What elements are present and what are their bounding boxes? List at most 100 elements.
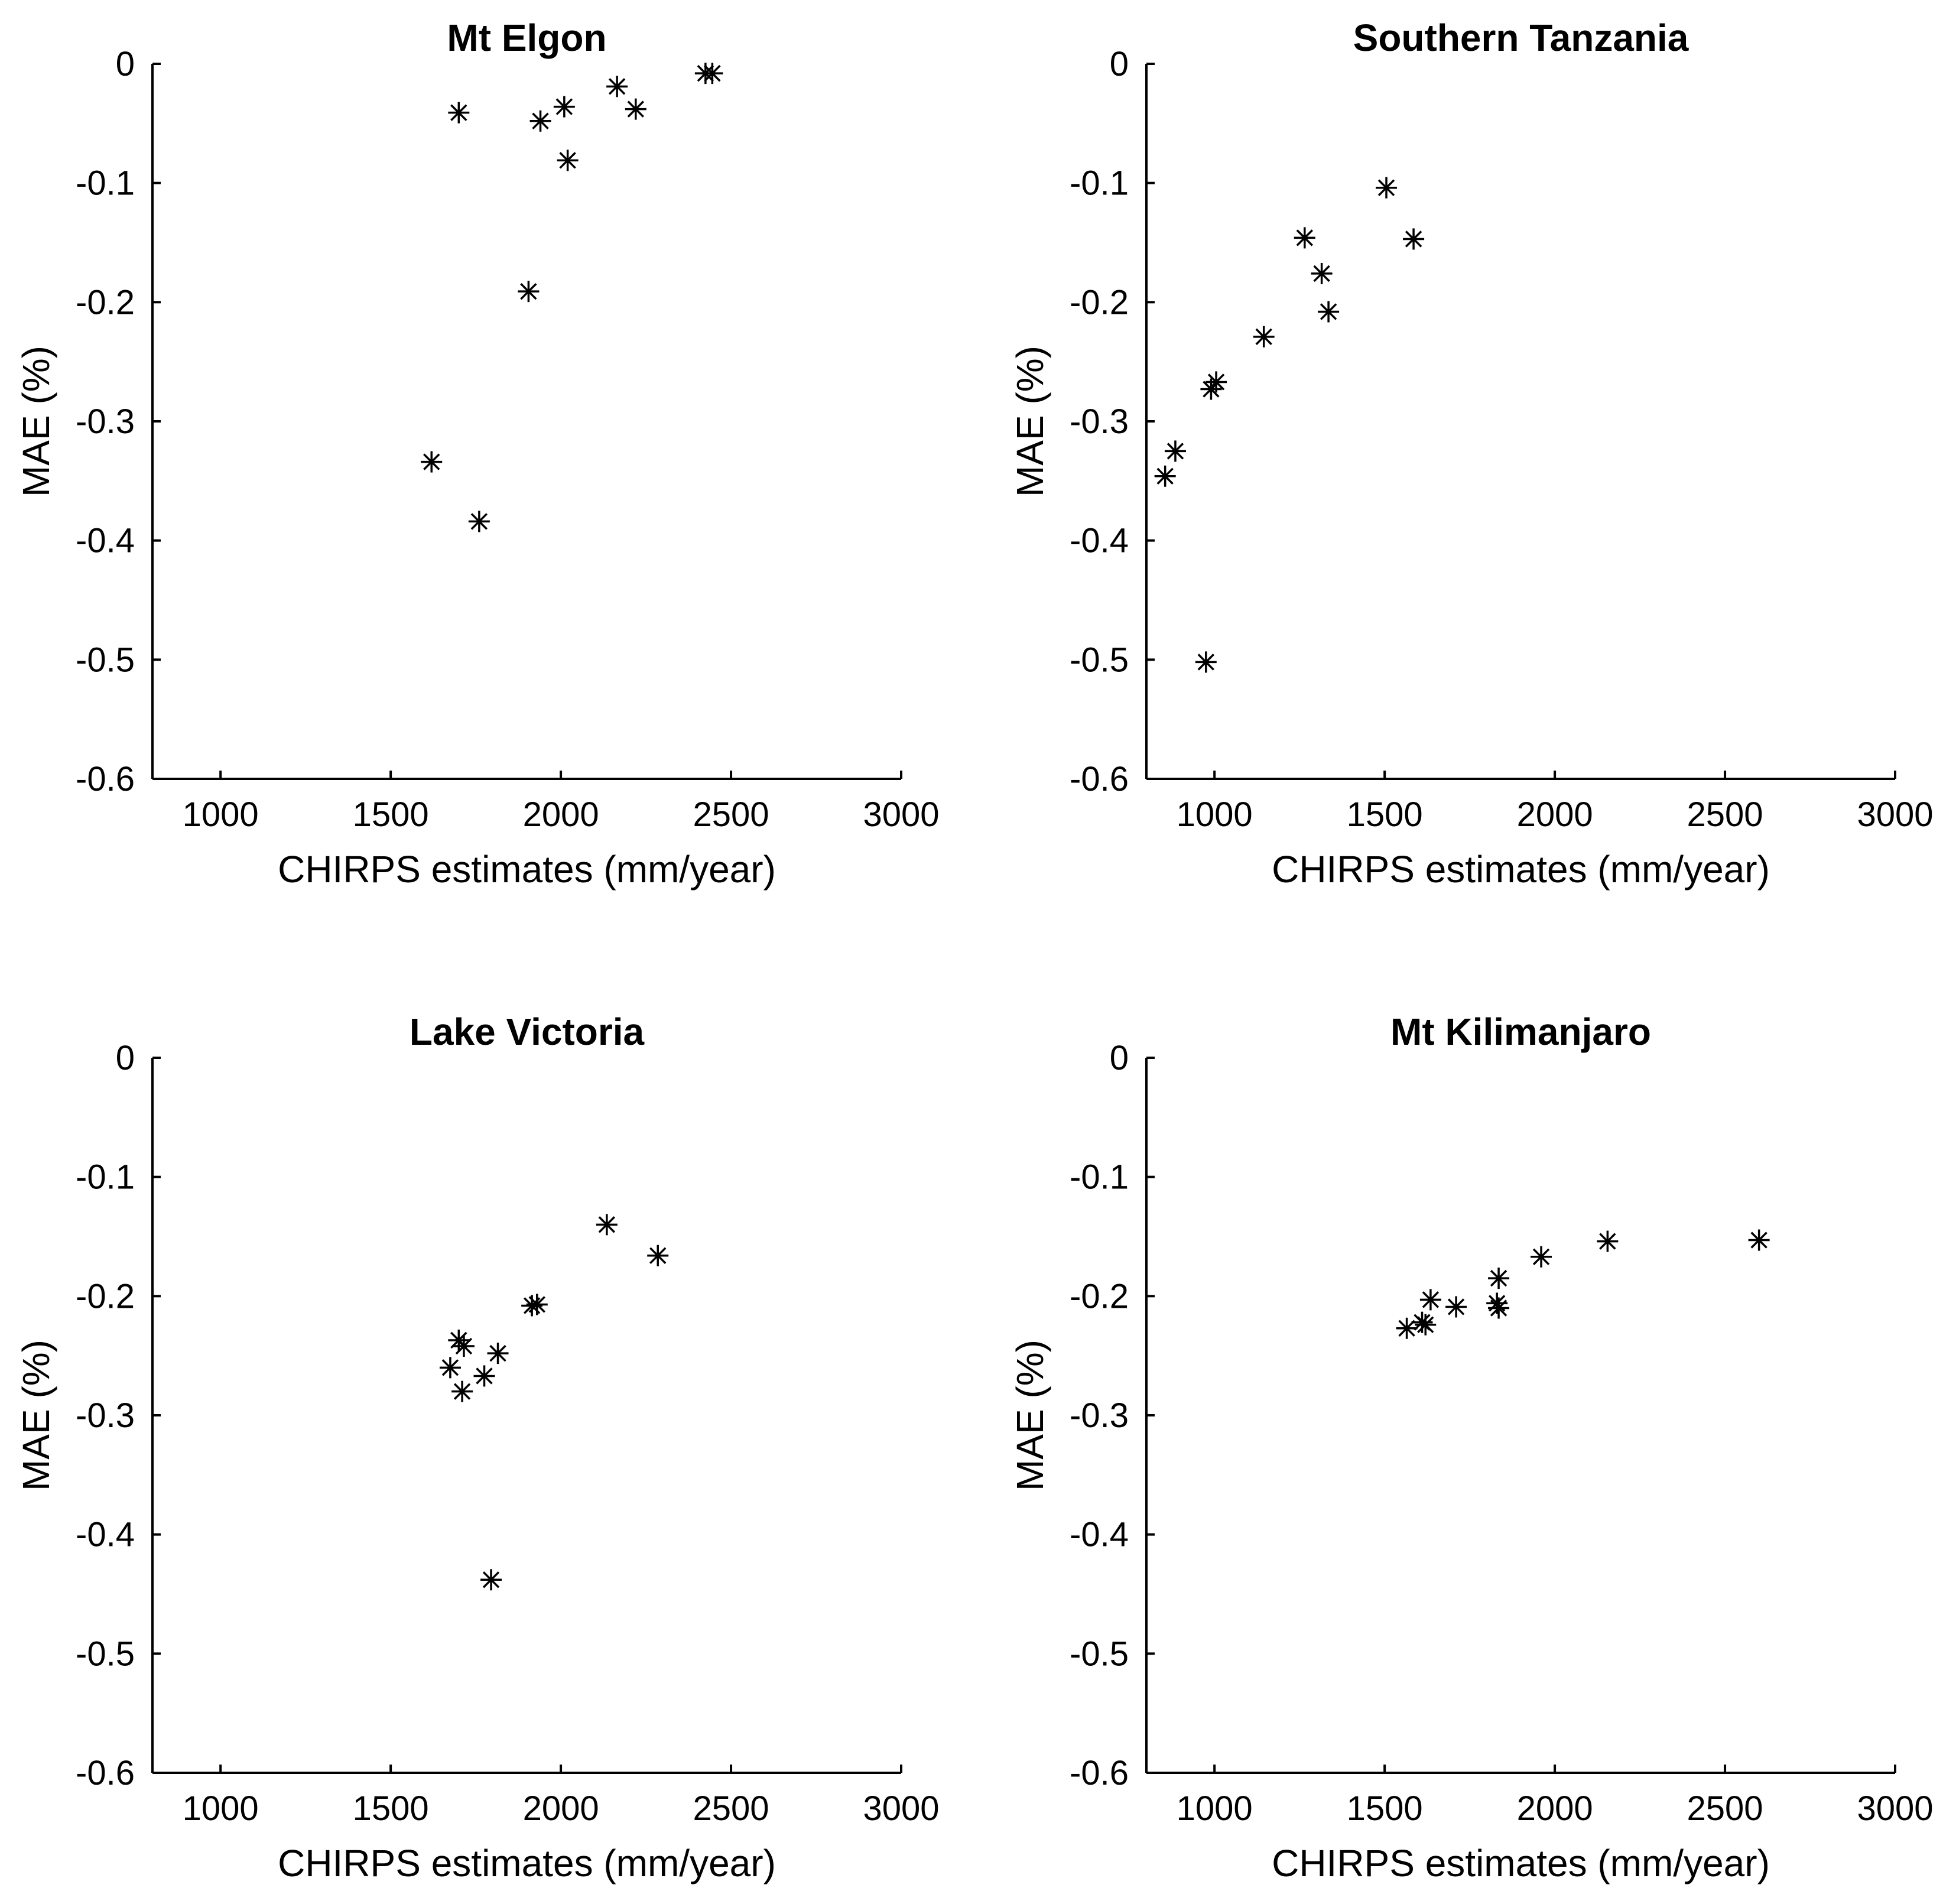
y-tick-label: -0.2 [1070, 283, 1129, 321]
y-tick-label: 0 [116, 1039, 135, 1077]
y-tick-label: -0.6 [76, 760, 135, 798]
x-tick-label: 1500 [353, 1789, 429, 1828]
y-tick-label: -0.5 [1070, 641, 1129, 679]
data-point-marker [1415, 1314, 1437, 1336]
x-tick-label: 3000 [1857, 795, 1933, 834]
y-tick-label: -0.5 [1070, 1635, 1129, 1673]
data-point-marker [1488, 1268, 1510, 1289]
x-tick-label: 2000 [523, 1789, 599, 1828]
y-tick-label: -0.3 [1070, 402, 1129, 441]
data-point-marker [553, 96, 575, 118]
x-tick-label: 2500 [1687, 795, 1763, 834]
chart-title: Mt Elgon [447, 17, 606, 59]
data-point-marker [487, 1343, 509, 1364]
x-axis-label: CHIRPS estimates (mm/year) [1272, 848, 1770, 891]
x-tick-label: 2000 [1517, 795, 1593, 834]
y-axis-label: MAE (%) [15, 346, 57, 497]
x-tick-label: 2000 [1517, 1789, 1593, 1828]
x-tick-label: 3000 [863, 1789, 939, 1828]
y-tick-label: 0 [1110, 1039, 1129, 1077]
data-point-marker [1488, 1297, 1510, 1319]
data-point-marker [625, 98, 646, 120]
chart-title: Mt Kilimanjaro [1390, 1011, 1651, 1053]
x-tick-label: 2000 [523, 795, 599, 834]
y-tick-label: -0.5 [76, 641, 135, 679]
x-axis-label: CHIRPS estimates (mm/year) [1272, 1842, 1770, 1884]
chart-southern-tanzania: 0 -0.1 -0.2 -0.3 -0.4 -0.5 -0.6 1000 1500 2000 250… [1009, 17, 1934, 891]
data-point-marker [439, 1357, 461, 1379]
data-point-marker [1311, 262, 1333, 284]
chart-mt-elgon: 0 -0.1 -0.2 -0.3 -0.4 -0.5 -0.6 1000 1500 2000 250… [15, 17, 940, 891]
data-point-marker [453, 1336, 475, 1357]
y-tick-label: -0.2 [1070, 1277, 1129, 1315]
data-point-marker [701, 63, 723, 85]
x-axis-label: CHIRPS estimates (mm/year) [278, 848, 776, 891]
chart-title: Lake Victoria [410, 1011, 645, 1053]
data-point-marker [1376, 177, 1398, 199]
y-tick-label: -0.4 [1070, 522, 1129, 560]
x-tick-label: 1000 [183, 795, 259, 834]
x-tick-label: 3000 [863, 795, 939, 834]
x-tick-label: 1000 [1177, 1789, 1253, 1828]
data-point-marker [557, 150, 579, 171]
y-tick-label: -0.1 [1070, 164, 1129, 203]
data-point-marker [1419, 1289, 1441, 1311]
y-tick-label: -0.2 [76, 283, 135, 321]
data-point-marker [1318, 301, 1340, 323]
data-point-marker [1531, 1246, 1552, 1268]
data-point-marker [468, 511, 490, 532]
y-tick-label: 0 [1110, 45, 1129, 83]
data-point-marker [518, 281, 540, 303]
x-tick-label: 2500 [693, 795, 769, 834]
y-tick-label: -0.1 [76, 1158, 135, 1197]
y-tick-label: -0.4 [1070, 1516, 1129, 1554]
y-tick-label: -0.4 [76, 522, 135, 560]
data-point-marker [1154, 465, 1176, 487]
data-point-marker [1597, 1230, 1619, 1252]
data-point-marker [1294, 227, 1315, 249]
y-tick-label: -0.6 [76, 1754, 135, 1792]
chart-title: Southern Tanzania [1353, 17, 1689, 59]
x-tick-label: 3000 [1857, 1789, 1933, 1828]
y-tick-label: -0.5 [76, 1635, 135, 1673]
y-tick-label: -0.3 [1070, 1396, 1129, 1435]
data-point-marker [1403, 228, 1425, 250]
y-tick-label: -0.4 [76, 1516, 135, 1554]
data-point-marker [596, 1214, 618, 1236]
data-point-marker [1164, 440, 1186, 462]
data-point-marker [529, 110, 551, 132]
data-point-marker [1445, 1296, 1467, 1318]
chart-lake-victoria: 0 -0.1 -0.2 -0.3 -0.4 -0.5 -0.6 1000 1500 2000 250… [15, 1011, 940, 1884]
y-tick-label: -0.1 [1070, 1158, 1129, 1197]
data-point-marker [421, 451, 443, 473]
x-axis-label: CHIRPS estimates (mm/year) [278, 1842, 776, 1884]
x-tick-label: 1000 [1177, 795, 1253, 834]
y-tick-label: -0.1 [76, 164, 135, 203]
x-tick-label: 1500 [1347, 795, 1423, 834]
data-point-marker [606, 76, 628, 98]
y-tick-label: -0.6 [1070, 1754, 1129, 1792]
x-tick-label: 1500 [1347, 1789, 1423, 1828]
chart-mt-kilimanjaro: 0 -0.1 -0.2 -0.3 -0.4 -0.5 -0.6 1000 1500 2000 250… [1009, 1011, 1934, 1884]
data-point-marker [1396, 1317, 1418, 1339]
y-tick-label: -0.6 [1070, 760, 1129, 798]
x-tick-label: 1000 [183, 1789, 259, 1828]
x-tick-label: 1500 [353, 795, 429, 834]
data-point-marker [647, 1245, 669, 1266]
x-tick-label: 2500 [1687, 1789, 1763, 1828]
data-point-marker [526, 1294, 548, 1315]
y-tick-label: -0.3 [76, 402, 135, 441]
data-point-marker [1195, 651, 1217, 673]
data-point-marker [473, 1365, 495, 1387]
y-axis-label: MAE (%) [1009, 1340, 1051, 1491]
y-axis-label: MAE (%) [1009, 346, 1051, 497]
data-point-marker [480, 1569, 502, 1591]
data-point-marker [1253, 326, 1275, 347]
data-point-marker [451, 1380, 473, 1402]
y-tick-label: -0.2 [76, 1277, 135, 1315]
y-tick-label: 0 [116, 45, 135, 83]
x-tick-label: 2500 [693, 1789, 769, 1828]
y-tick-label: -0.3 [76, 1396, 135, 1435]
data-point-marker [1748, 1229, 1770, 1251]
